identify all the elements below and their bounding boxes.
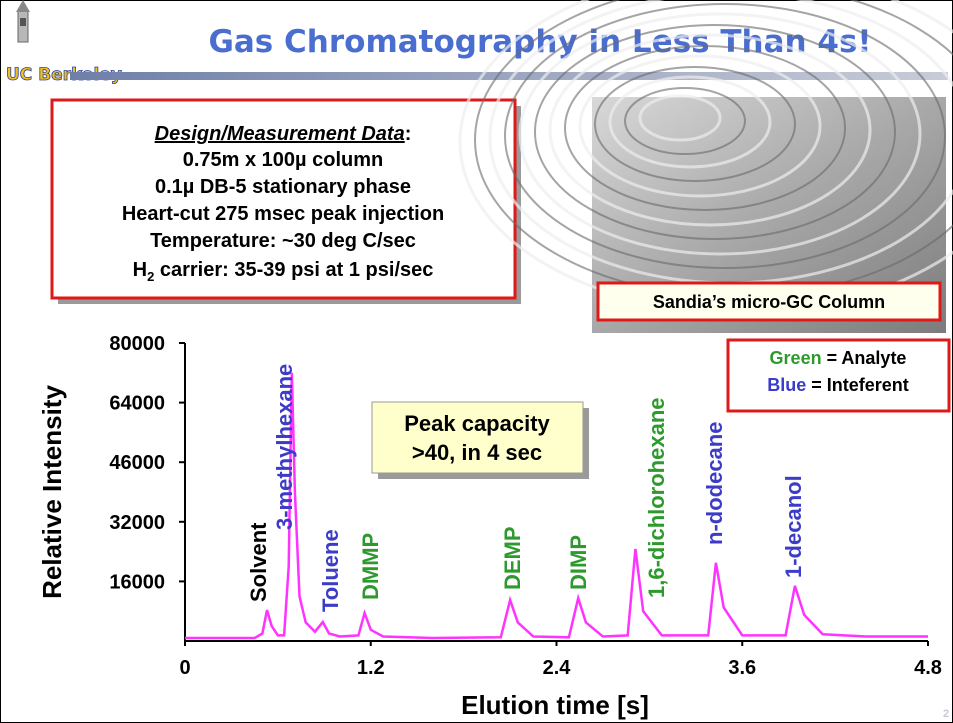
- slide-number: 2: [943, 708, 949, 720]
- callout-line: >40, in 4 sec: [412, 440, 542, 465]
- peak-label: Toluene: [318, 529, 343, 612]
- x-tick-label: 1.2: [357, 657, 385, 679]
- design-line: 0.1µ DB-5 stationary phase: [155, 176, 411, 198]
- h-text: H: [133, 259, 147, 281]
- x-tick-label: 3.6: [728, 657, 756, 679]
- legend-row: Blue = Inteferent: [767, 375, 909, 395]
- x-tick-label: 4.8: [914, 657, 942, 679]
- y-tick-label: 80000: [109, 333, 165, 355]
- legend-text: = Analyte: [822, 348, 907, 368]
- legend-word: Blue: [767, 375, 806, 395]
- design-line: Heart-cut 275 msec peak injection: [122, 203, 444, 225]
- x-tick-label: 0: [179, 657, 190, 679]
- y-tick-label: 64000: [109, 393, 165, 415]
- heading-text: Design/Measurement Data: [155, 123, 405, 145]
- subscript: 2: [147, 269, 154, 284]
- peak-label: 3-methylhexane: [272, 364, 297, 530]
- legend-text: = Inteferent: [806, 375, 909, 395]
- line-rest: carrier: 35-39 psi at 1 psi/sec: [154, 259, 433, 281]
- callout-line: Peak capacity: [404, 411, 550, 436]
- y-tick-label: 32000: [109, 512, 165, 534]
- peak-label: DEMP: [500, 526, 525, 590]
- peak-label: DMMP: [358, 533, 383, 600]
- design-line: H2 carrier: 35-39 psi at 1 psi/sec: [133, 259, 434, 284]
- x-axis-title: Elution time [s]: [461, 690, 649, 720]
- legend-row: Green = Analyte: [770, 348, 907, 368]
- x-tick-label: 2.4: [543, 657, 572, 679]
- design-heading: Design/Measurement Data:: [155, 123, 412, 145]
- slide: UC Berkeley Gas Chromatography in Less T…: [0, 0, 953, 723]
- logo: [16, 0, 30, 42]
- peak-label: n-dodecane: [702, 422, 727, 545]
- y-tick-label: 16000: [109, 571, 165, 593]
- legend-word: Green: [770, 348, 822, 368]
- y-axis-title: Relative Intensity: [37, 385, 67, 599]
- y-tick-label: 46000: [109, 452, 165, 474]
- peak-label: 1,6-dichlorohexane: [644, 397, 669, 598]
- heading-suffix: :: [405, 123, 412, 145]
- photo-caption: Sandia’s micro-GC Column: [653, 292, 885, 312]
- peak-label: Solvent: [246, 522, 271, 602]
- peak-label: DIMP: [566, 535, 591, 590]
- peak-label: 1-decanol: [781, 475, 806, 578]
- design-line: 0.75m x 100µ column: [183, 149, 384, 171]
- design-line: Temperature: ~30 deg C/sec: [150, 230, 416, 252]
